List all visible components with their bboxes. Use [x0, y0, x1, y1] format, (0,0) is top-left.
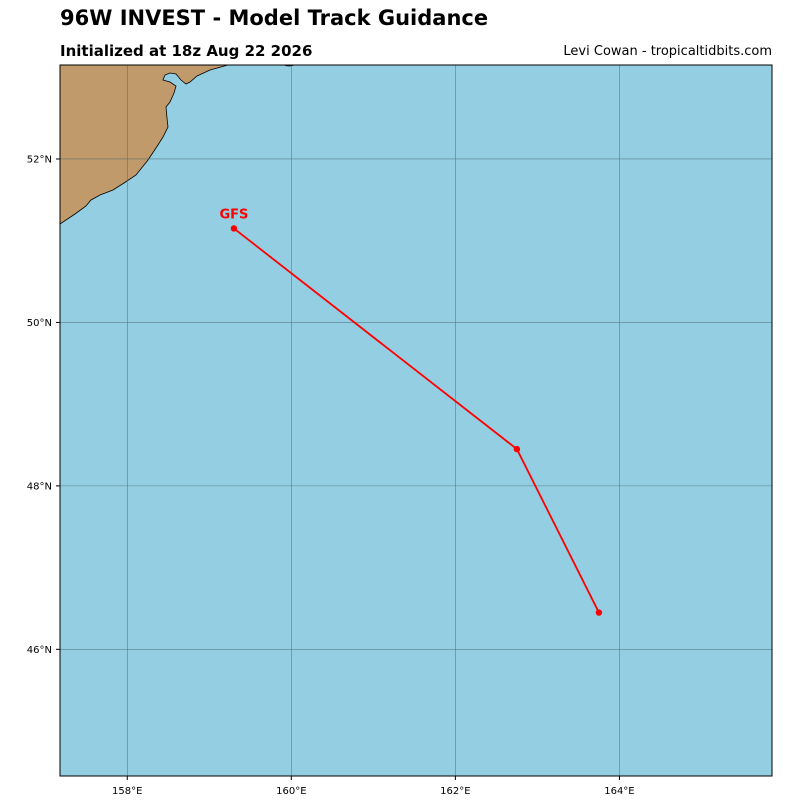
track-point [513, 445, 521, 453]
graticule [60, 65, 772, 776]
track-point [595, 609, 603, 616]
page-title: 96W INVEST - Model Track Guidance [60, 6, 489, 30]
author-credit: Levi Cowan - tropicaltidbits.com [563, 44, 772, 59]
track-model-label: GFS [219, 207, 248, 222]
axis-ticks: 158°E 160°E 162°E 164°E 46°N 48°N 50°N 52°N [27, 154, 635, 797]
lon-tick-label: 162°E [440, 786, 470, 797]
model-tracks: GFS [219, 207, 603, 616]
lat-tick-label: 46°N [27, 645, 52, 656]
kamchatka-landmass [60, 65, 229, 225]
map-frame [59, 64, 773, 777]
lon-tick-label: 158°E [112, 786, 142, 797]
track-point [230, 225, 238, 232]
lon-tick-label: 160°E [276, 786, 306, 797]
lat-tick-label: 48°N [27, 481, 52, 492]
init-time-subtitle: Initialized at 18z Aug 22 2026 [60, 42, 313, 60]
lon-tick-label: 164°E [604, 786, 634, 797]
lat-tick-label: 50°N [27, 318, 52, 329]
ocean-background [60, 65, 772, 776]
lat-tick-label: 52°N [27, 154, 52, 165]
